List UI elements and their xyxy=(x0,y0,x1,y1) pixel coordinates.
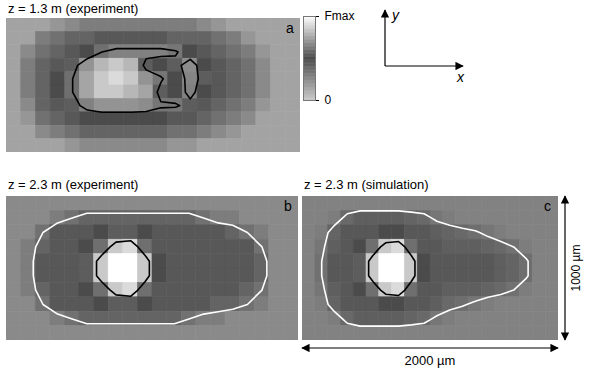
svg-text:1000 µm: 1000 µm xyxy=(569,245,583,292)
svg-text:0: 0 xyxy=(325,93,332,107)
html-text:c: c xyxy=(544,198,551,214)
html-text:a: a xyxy=(286,20,294,36)
svg-text:2000 µm: 2000 µm xyxy=(405,353,456,368)
svg-text:Fmax: Fmax xyxy=(325,9,355,23)
html-text:z = 2.3 m (experiment): z = 2.3 m (experiment) xyxy=(8,177,139,192)
svg-text:y: y xyxy=(391,7,400,23)
html-text:z = 2.3 m (simulation): z = 2.3 m (simulation) xyxy=(304,177,429,192)
svg-text:x: x xyxy=(456,69,465,85)
html-text:b: b xyxy=(284,198,292,214)
html-text:z = 1.3 m (experiment): z = 1.3 m (experiment) xyxy=(8,1,139,16)
